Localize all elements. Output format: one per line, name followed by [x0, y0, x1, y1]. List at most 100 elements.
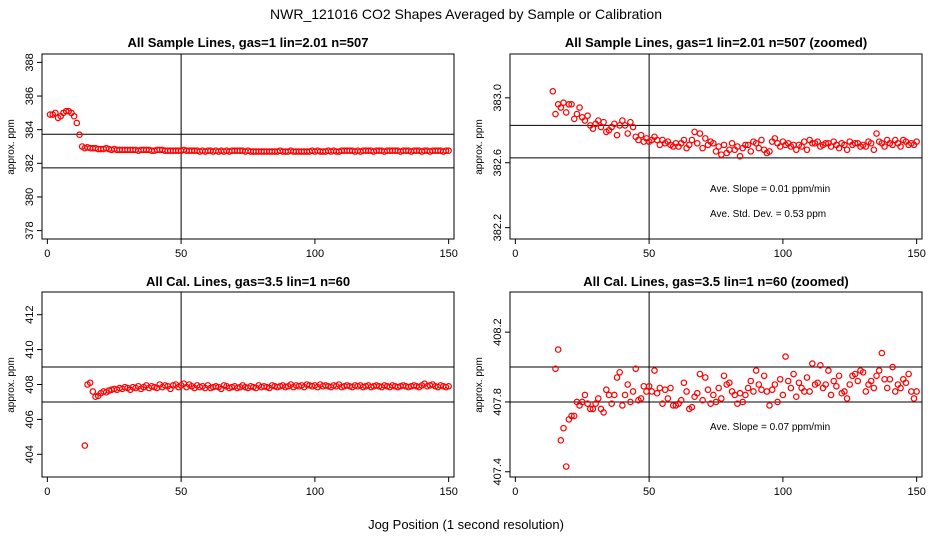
data-point — [576, 104, 583, 111]
data-point — [835, 372, 843, 380]
data-point — [688, 136, 696, 144]
y-tick-label: 406 — [24, 410, 36, 428]
data-point — [841, 141, 848, 149]
data-point — [648, 388, 656, 395]
data-point — [859, 368, 867, 376]
data-point — [637, 395, 645, 402]
data-point — [774, 398, 781, 406]
data-point — [584, 400, 591, 407]
x-tick-label: 50 — [175, 248, 187, 260]
data-point — [913, 388, 920, 395]
x-tick-label: 100 — [306, 486, 324, 498]
data-point — [699, 396, 706, 404]
data-point — [552, 365, 559, 373]
data-point — [736, 152, 744, 160]
data-point — [712, 148, 720, 155]
data-point — [803, 146, 811, 154]
data-point — [624, 381, 632, 388]
data-point — [726, 379, 733, 387]
data-point — [873, 372, 880, 380]
data-point — [568, 412, 575, 420]
annotation-ave-std-dev: Ave. Std. Dev. = 0.53 ppm — [710, 209, 826, 220]
data-point — [843, 146, 851, 154]
data-point — [768, 386, 776, 394]
data-point — [624, 130, 632, 137]
data-point — [600, 409, 607, 416]
data-point — [833, 382, 840, 390]
data-point — [790, 370, 797, 378]
x-tick-label: 0 — [512, 248, 518, 260]
data-point — [629, 388, 637, 395]
data-point — [867, 139, 875, 147]
data-point — [581, 391, 589, 399]
x-tick-label: 150 — [907, 248, 925, 260]
plot-frame — [509, 53, 923, 240]
data-point — [784, 377, 792, 385]
x-tick-label: 150 — [907, 486, 925, 498]
data-point — [881, 143, 888, 150]
panel-cal-lines-zoomed: All Cal. Lines, gas=3.5 lin=1 n=60 (zoom… — [474, 274, 926, 498]
data-point — [701, 374, 709, 381]
y-axis-label: approx. ppm — [6, 119, 17, 175]
data-point — [854, 377, 862, 385]
data-point — [744, 141, 752, 149]
data-point — [822, 139, 829, 147]
data-point — [560, 424, 567, 432]
data-point — [554, 346, 562, 353]
data-point — [889, 363, 896, 371]
data-point — [568, 101, 575, 108]
data-point — [701, 135, 709, 142]
data-point — [613, 374, 621, 381]
data-point — [710, 391, 717, 399]
data-point — [693, 139, 701, 147]
data-point — [685, 141, 693, 149]
x-tick-label: 100 — [774, 248, 792, 260]
panel-title: All Cal. Lines, gas=3.5 lin=1 n=60 (zoom… — [583, 274, 849, 289]
data-point — [758, 386, 765, 394]
data-point — [779, 391, 787, 399]
annotation-ave-slope: Ave. Slope = 0.01 ppm/min — [710, 184, 830, 195]
data-point — [653, 389, 661, 397]
data-point — [76, 131, 83, 139]
data-point — [586, 405, 594, 413]
y-tick-label: 388 — [24, 53, 36, 71]
panel-title: All Sample Lines, gas=1 lin=2.01 n=507 (… — [565, 35, 867, 50]
data-point — [792, 393, 800, 401]
data-point — [739, 398, 747, 406]
data-point — [680, 136, 688, 144]
data-point — [712, 398, 720, 406]
data-point — [830, 377, 838, 385]
data-point — [661, 386, 669, 394]
data-point — [862, 388, 870, 395]
x-tick-label: 100 — [774, 486, 792, 498]
data-point — [752, 139, 760, 147]
data-point — [766, 148, 773, 155]
data-point — [755, 381, 763, 388]
data-point — [570, 115, 578, 123]
x-tick-label: 100 — [306, 248, 324, 260]
data-point — [910, 395, 918, 402]
y-tick-label: 382 — [24, 154, 36, 172]
data-point — [89, 388, 97, 395]
data-point — [584, 112, 591, 119]
data-point — [744, 384, 752, 392]
data-point — [710, 139, 717, 147]
data-point — [629, 123, 637, 131]
data-point — [747, 148, 755, 155]
data-point — [897, 143, 904, 150]
data-point — [565, 101, 573, 108]
data-point — [613, 131, 621, 139]
data-point — [581, 117, 589, 124]
data-point — [878, 349, 886, 357]
data-point — [643, 388, 650, 395]
data-point — [589, 125, 597, 132]
x-tick-label: 0 — [44, 248, 50, 260]
data-point — [758, 136, 765, 144]
data-point — [603, 386, 610, 394]
data-point — [742, 141, 749, 149]
data-point — [664, 395, 672, 402]
data-point — [755, 144, 763, 152]
data-point — [814, 138, 821, 145]
data-point — [881, 375, 888, 383]
